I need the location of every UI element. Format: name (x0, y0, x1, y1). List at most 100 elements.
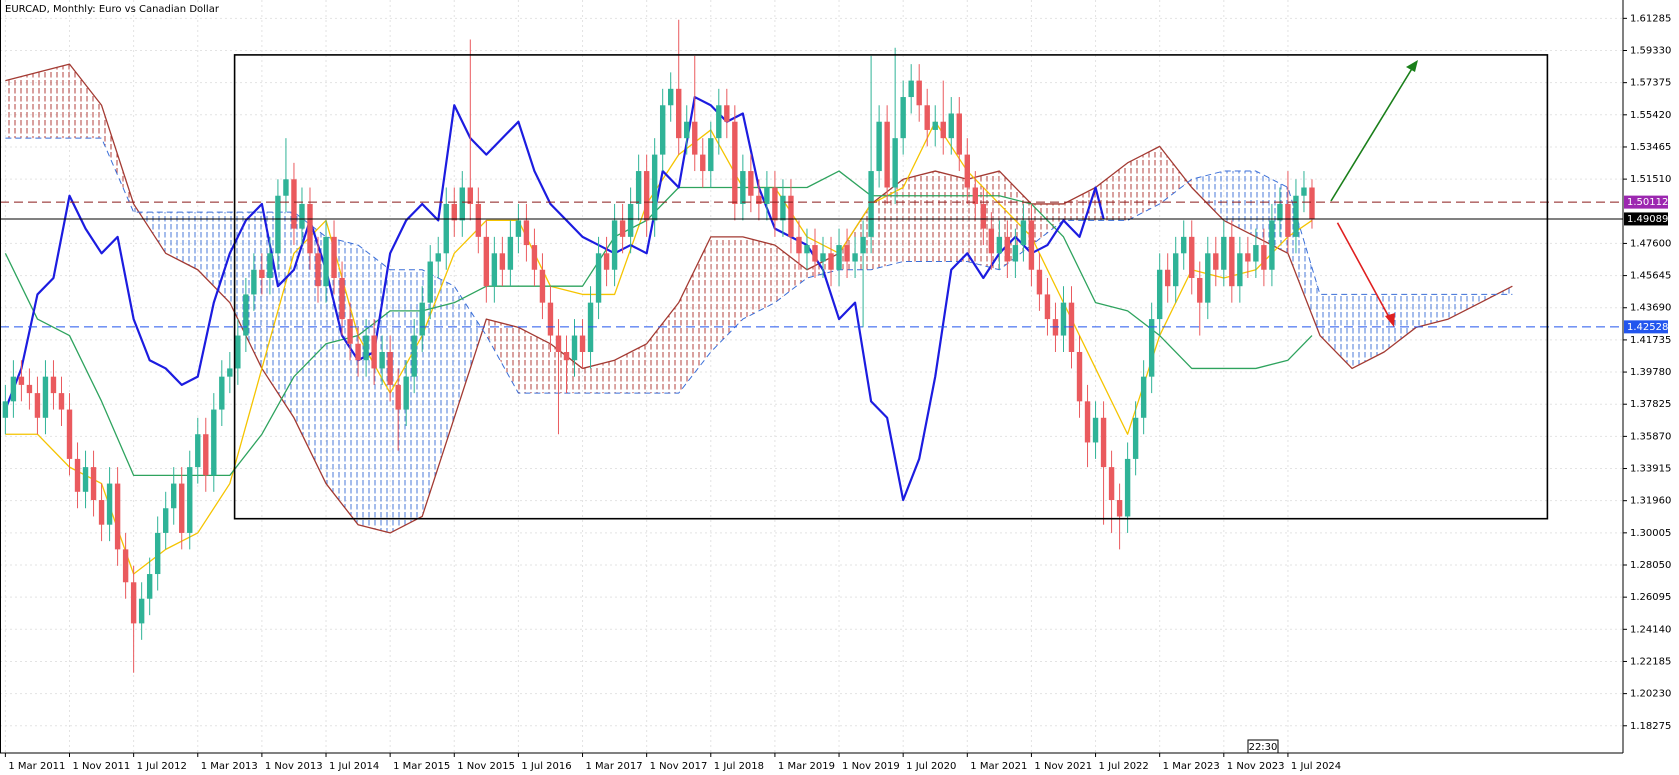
candle-body (331, 236, 337, 278)
candle-body (1293, 195, 1299, 237)
candle-body (179, 483, 185, 533)
cloud-fill (1384, 294, 1417, 352)
y-tick-label: 1.26095 (1630, 592, 1671, 603)
candle-body (90, 467, 97, 501)
y-tick-label: 1.20230 (1630, 689, 1671, 700)
candle-body (74, 458, 81, 492)
x-tick-label: 1 Jul 2014 (329, 761, 379, 772)
candle-body (299, 203, 305, 229)
candle-body (483, 236, 490, 287)
down-arrow (1336, 222, 1391, 320)
candle-body (451, 203, 457, 221)
cloud-fill (165, 212, 198, 270)
x-tick-label: 1 Nov 2011 (73, 761, 131, 772)
candle-body (1108, 467, 1115, 501)
cloud-fill (1159, 146, 1192, 204)
candle-body (1229, 236, 1235, 287)
candle-body (467, 187, 474, 204)
candle-body (18, 376, 25, 385)
candle-body (315, 253, 321, 287)
candle-body (1140, 376, 1147, 418)
indicator-line (4, 170, 1313, 477)
cloud-fill (742, 236, 775, 320)
y-tick-label: 1.43690 (1630, 303, 1671, 314)
candle-body (307, 203, 313, 254)
candle-body (603, 253, 610, 270)
candle-body (668, 88, 674, 106)
candle-body (1301, 187, 1307, 196)
y-tick-label: 1.24140 (1630, 624, 1671, 635)
candle-body (106, 483, 113, 525)
cloud-fill (678, 236, 711, 394)
y-tick-label: 1.22185 (1630, 656, 1671, 667)
candle-body (1124, 458, 1131, 517)
candle-body (475, 203, 482, 237)
candle-body (491, 253, 498, 287)
candle-body (996, 236, 1003, 254)
candle-body (579, 335, 586, 352)
candle-body (724, 105, 730, 122)
candle-body (363, 335, 369, 361)
cloud-fill (710, 236, 743, 352)
candle-body (611, 220, 618, 270)
y-tick-label: 1.47600 (1630, 238, 1671, 249)
candle-body (267, 253, 273, 278)
candle-body (1084, 401, 1091, 443)
chart-title: EURCAD, Monthly: Euro vs Canadian Dollar (5, 4, 220, 15)
candle-body (387, 351, 393, 385)
x-tick-label: 1 Jul 2024 (1291, 761, 1341, 772)
candle-body (1261, 245, 1267, 270)
candle-body (187, 467, 193, 533)
y-tick-label: 1.53465 (1630, 142, 1671, 153)
candle-body (507, 236, 514, 270)
candle-body (114, 483, 121, 550)
candle-body (531, 245, 538, 270)
candle-body (1132, 417, 1139, 459)
candle-body (2, 401, 9, 418)
candle-body (1197, 277, 1203, 303)
y-tick-label: 1.55420 (1630, 110, 1671, 121)
candle-body (804, 245, 810, 254)
plot-area (0, 19, 1623, 673)
candle-body (676, 88, 682, 139)
candle-body (884, 121, 890, 188)
candle-body (796, 236, 802, 254)
candle-body (764, 187, 770, 204)
down-arrow-head (1385, 313, 1395, 327)
candle-body (780, 195, 786, 221)
cloud-fill (69, 64, 102, 139)
candle-body (595, 253, 602, 303)
candle-body (395, 384, 401, 410)
x-tick-label: 1 Nov 2019 (842, 761, 900, 772)
candle-body (499, 253, 506, 270)
candle-body (1245, 253, 1251, 262)
range-box (233, 54, 1549, 520)
candle-body (1237, 253, 1243, 287)
cloud-fill (646, 302, 679, 394)
y-tick-label: 1.41735 (1630, 335, 1671, 346)
candle-body (972, 187, 979, 204)
candle-body (154, 532, 161, 575)
candle-body (42, 376, 49, 418)
candle-body (772, 187, 778, 221)
price-label: 1.42528 (1627, 322, 1668, 333)
candle-body (1181, 236, 1187, 254)
candle-body (900, 97, 906, 139)
candle-body (251, 269, 257, 295)
candle-body (692, 121, 698, 155)
candle-body (1076, 351, 1083, 402)
indicator-line (4, 95, 1105, 502)
up-arrow-head (1406, 60, 1418, 72)
candle-body (820, 253, 826, 262)
candle-body (868, 171, 874, 237)
y-tick-label: 1.45645 (1630, 271, 1671, 282)
y-tick-label: 1.57375 (1630, 78, 1671, 89)
y-tick-label: 1.61285 (1630, 13, 1671, 24)
cloud-fill (5, 72, 38, 139)
candle-body (82, 467, 89, 492)
candle-body (932, 121, 938, 130)
candle-body (828, 253, 834, 270)
candle-body (1148, 319, 1155, 377)
cloud-fill (903, 171, 936, 262)
candle-body (171, 483, 177, 509)
